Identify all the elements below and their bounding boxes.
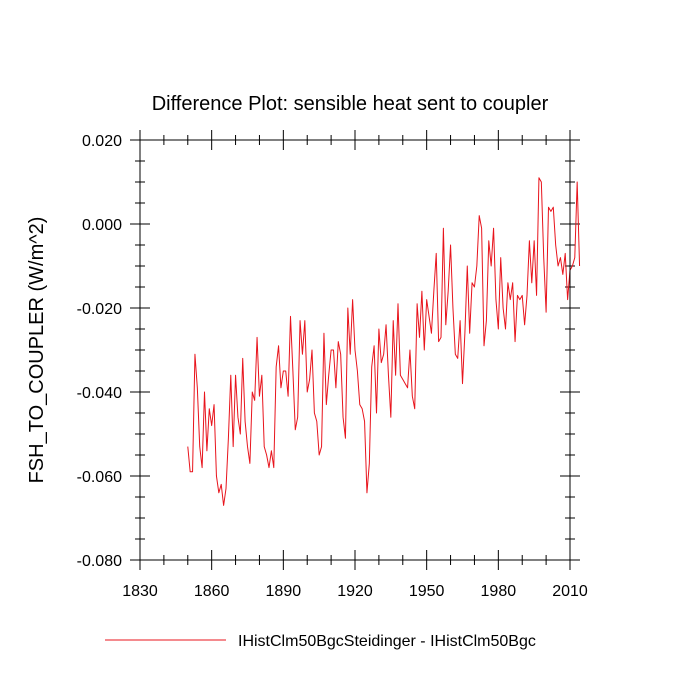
chart-title: Difference Plot: sensible heat sent to c… bbox=[152, 93, 549, 115]
y-axis-label: FSH_TO_COUPLER (W/m^2) bbox=[26, 217, 48, 484]
y-tick-label: -0.080 bbox=[77, 553, 122, 570]
y-tick-label: 0.000 bbox=[82, 217, 122, 234]
x-tick-label: 1950 bbox=[409, 583, 445, 600]
y-tick-label: -0.060 bbox=[77, 469, 122, 486]
x-tick-label: 1920 bbox=[337, 583, 373, 600]
x-tick-label: 1830 bbox=[122, 583, 158, 600]
y-tick-label: -0.020 bbox=[77, 301, 122, 318]
y-tick-label: 0.020 bbox=[82, 133, 122, 150]
x-axis: 1830 1860 1890 1920 1950 1980 2010 bbox=[122, 130, 588, 600]
plot-frame bbox=[139, 139, 571, 561]
x-tick-label: 1890 bbox=[266, 583, 302, 600]
x-tick-label: 1980 bbox=[481, 583, 517, 600]
x-tick-label: 1860 bbox=[194, 583, 230, 600]
legend-label: IHistClm50BgcSteidinger - IHistClm50Bgc bbox=[238, 633, 536, 650]
y-tick-label: -0.040 bbox=[77, 385, 122, 402]
series-layer bbox=[187, 177, 581, 506]
series-line bbox=[187, 177, 581, 506]
x-tick-label: 2010 bbox=[552, 583, 588, 600]
legend: IHistClm50BgcSteidinger - IHistClm50Bgc bbox=[105, 633, 536, 650]
y-axis: -0.080 -0.060 -0.040 -0.020 0.000 0.020 bbox=[77, 133, 580, 570]
